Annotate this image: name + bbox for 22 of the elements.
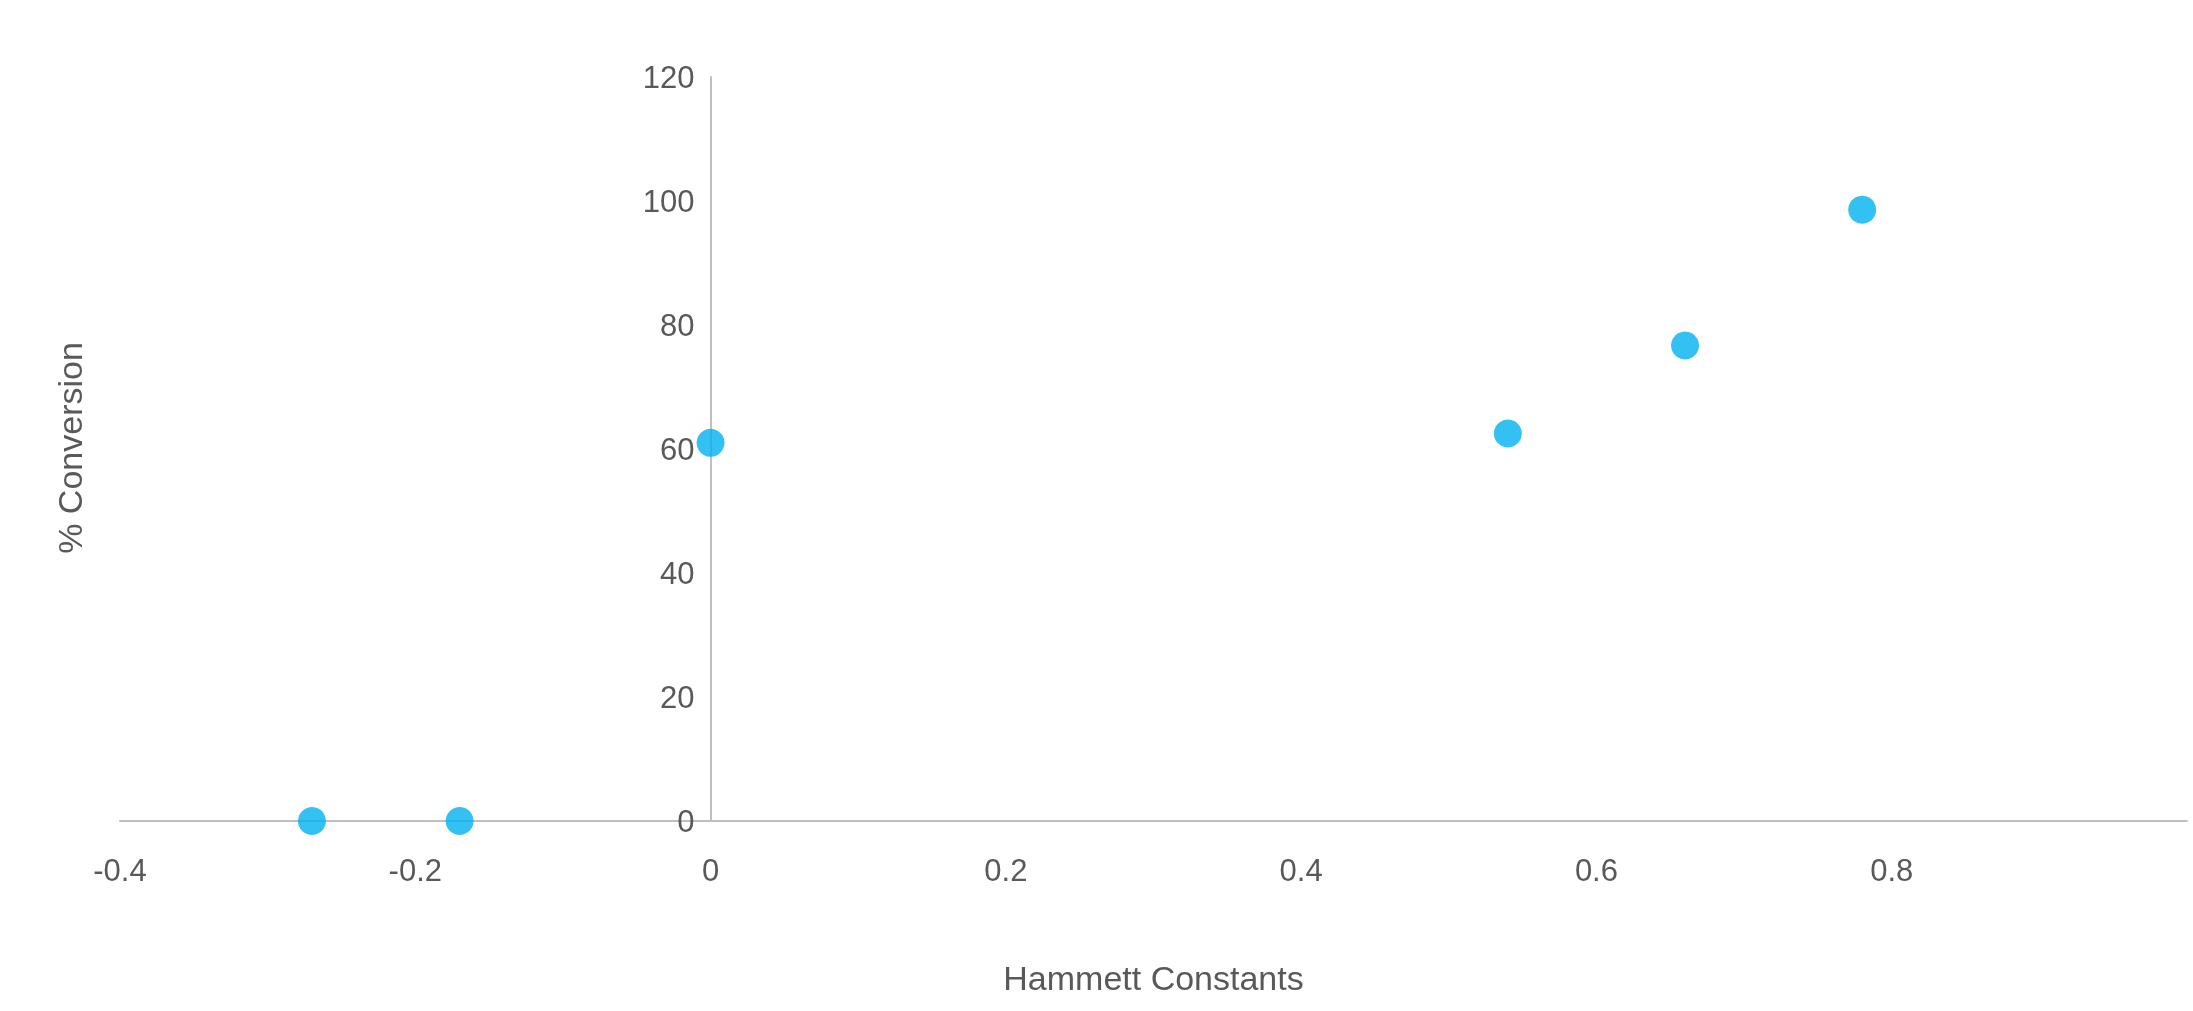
y-tick-label: 120: [642, 59, 695, 95]
y-tick-label: 40: [660, 555, 695, 591]
point: [696, 428, 725, 457]
x-tick-label: 0.8: [1870, 853, 1914, 888]
x-tick-label: -0.2: [388, 853, 442, 888]
y-axis-title: % Conversion: [51, 342, 89, 554]
point: [1848, 195, 1877, 224]
x-tick-label: -0.4: [93, 853, 147, 888]
x-tick-label: 0.2: [984, 853, 1028, 888]
y-tick-label: 20: [660, 679, 695, 715]
point: [297, 807, 326, 835]
y-tick-label: 100: [642, 183, 695, 219]
x-tick-label: 0.6: [1574, 853, 1618, 888]
x-tick-label: 0: [701, 853, 720, 888]
x-axis-title: Hammett Constants: [1003, 959, 1304, 997]
x-tick-label: 0.4: [1279, 853, 1323, 888]
point: [1493, 419, 1522, 448]
y-tick-label: 80: [660, 307, 695, 343]
point: [445, 807, 474, 835]
point: [1671, 331, 1700, 360]
y-tick-label: 60: [660, 431, 695, 467]
y-tick-label: 0: [677, 803, 695, 839]
